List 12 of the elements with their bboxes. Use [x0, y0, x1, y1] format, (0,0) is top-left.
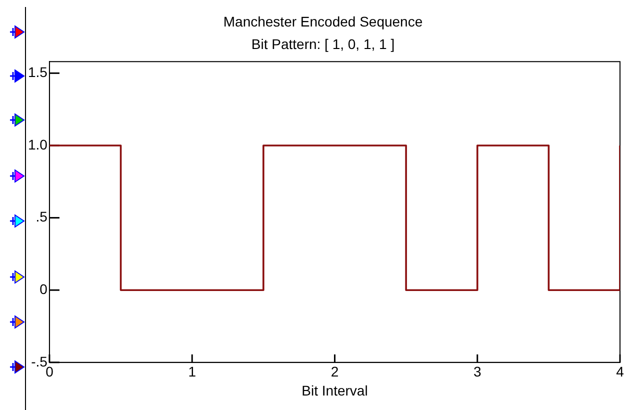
x-tick-label: 4: [616, 364, 624, 380]
x-axis-title: Bit Interval: [302, 382, 368, 398]
chart-subtitle: Bit Pattern: [ 1, 0, 1, 1 ]: [251, 36, 395, 52]
x-tick-label: 3: [473, 364, 482, 380]
y-tick-label: 1.5: [28, 64, 48, 80]
x-tick-label: 1: [188, 364, 196, 380]
y-tick-label: 0: [40, 280, 48, 297]
x-tick-label: 2: [330, 364, 339, 380]
chart-title: Manchester Encoded Sequence: [223, 13, 423, 30]
y-tick-label: -.5: [31, 353, 48, 370]
y-tick-label: 1.0: [28, 136, 48, 152]
y-tick-label: .5: [36, 208, 48, 225]
